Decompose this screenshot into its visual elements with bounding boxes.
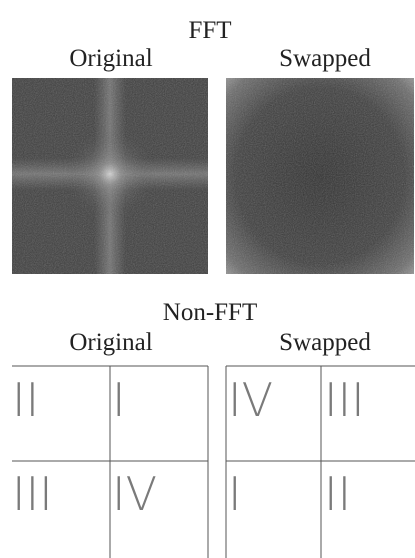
non-fft-swapped-label: Swapped xyxy=(279,329,371,356)
quadrant-label: III xyxy=(324,373,365,427)
original-grid xyxy=(12,366,208,558)
quadrant-label: III xyxy=(12,467,53,521)
fft-swapped-label: Swapped xyxy=(279,45,371,72)
quadrant-label: I xyxy=(112,373,126,427)
quadrant-label: I xyxy=(228,467,242,521)
fft-swapped-image xyxy=(226,78,414,274)
quadrant-label: II xyxy=(324,467,351,521)
fft-title: FFT xyxy=(188,17,231,44)
fft-original-label: Original xyxy=(69,45,152,72)
quadrant-label: IV xyxy=(228,373,273,427)
figure: FFT Original Swapped Non-FFT Original Sw… xyxy=(0,0,415,558)
non-fft-title: Non-FFT xyxy=(163,299,257,326)
quadrant-label: IV xyxy=(112,467,157,521)
quadrant-label: II xyxy=(12,373,39,427)
fft-original-image xyxy=(12,78,208,274)
non-fft-original-label: Original xyxy=(69,329,152,356)
